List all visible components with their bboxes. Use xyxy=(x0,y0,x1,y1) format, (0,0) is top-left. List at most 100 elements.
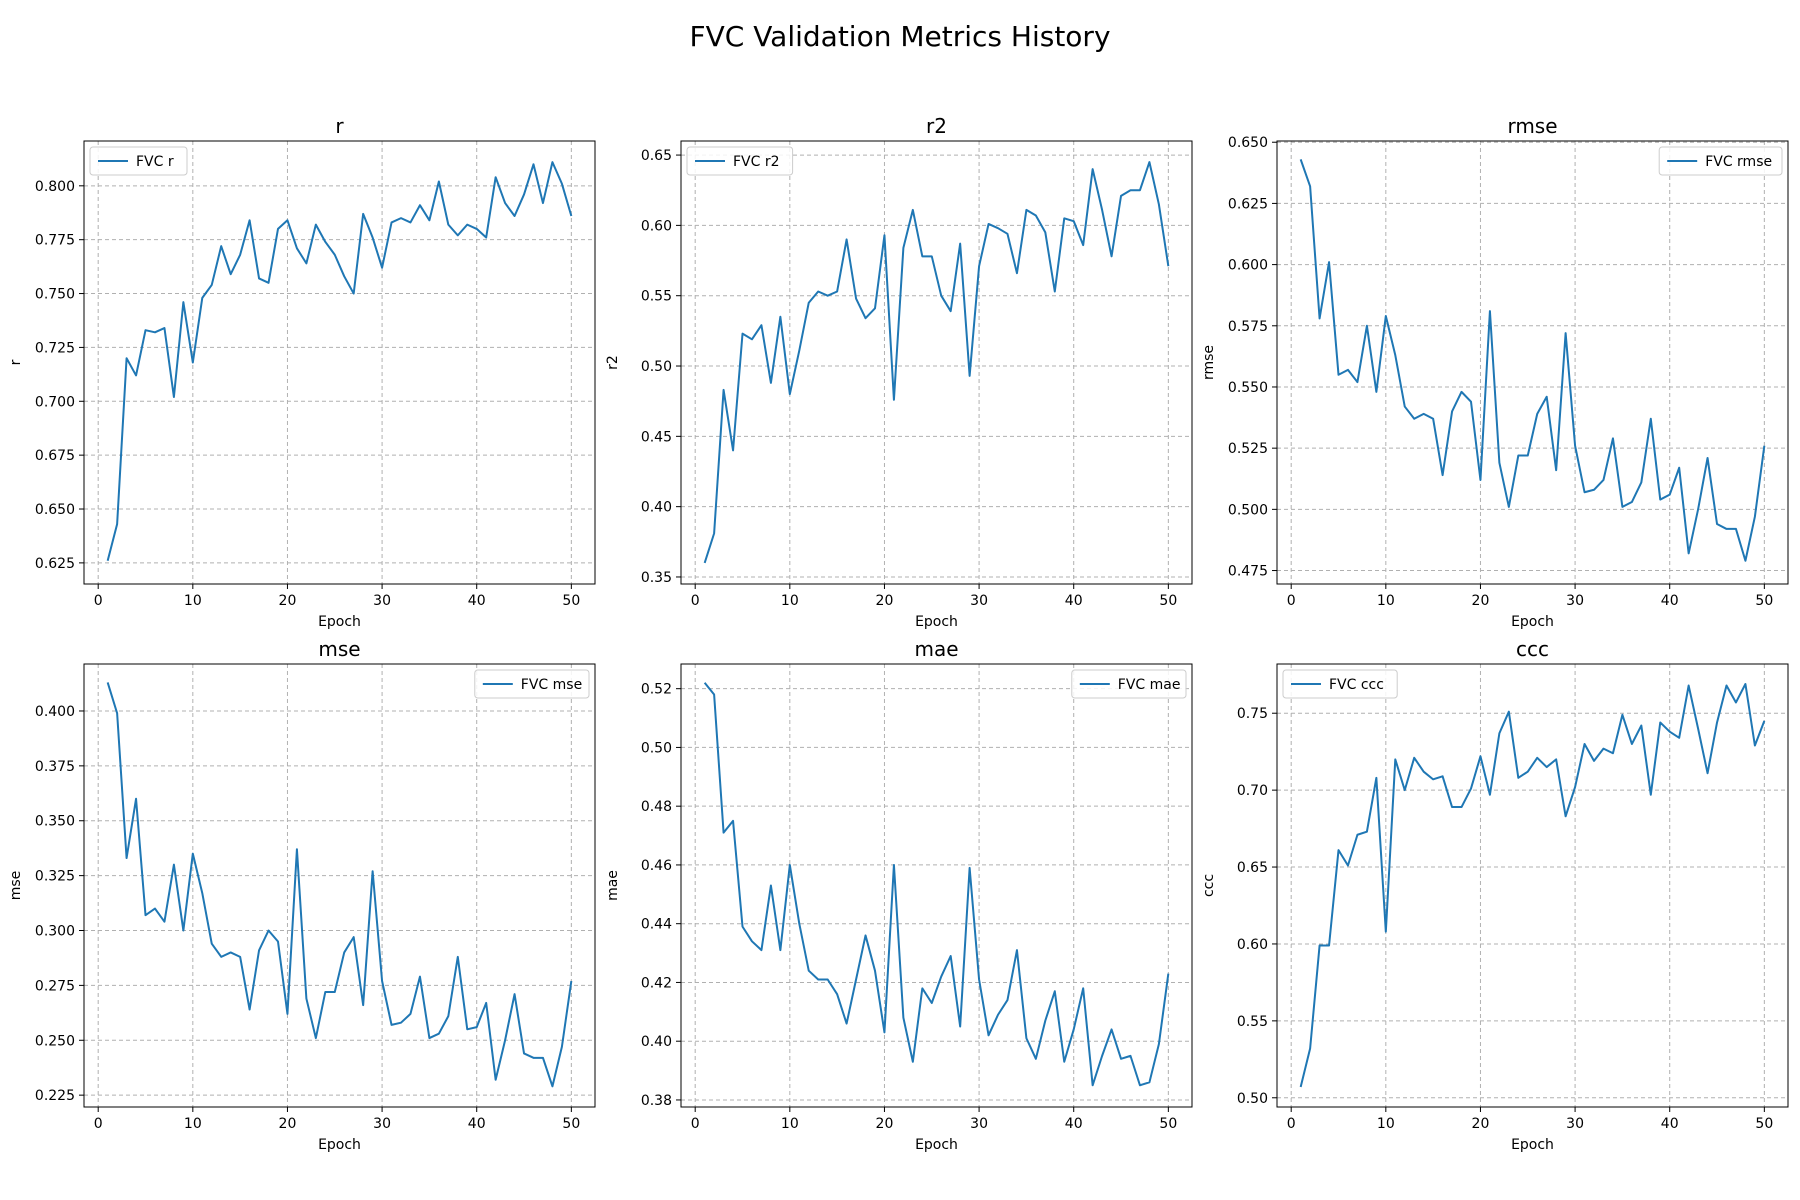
y-tick-label: 0.700 xyxy=(35,394,75,410)
y-tick-label: 0.46 xyxy=(641,858,672,874)
y-tick-label: 0.550 xyxy=(1228,380,1268,396)
x-tick-label: 40 xyxy=(468,593,486,609)
x-tick-label: 50 xyxy=(1755,1116,1773,1132)
x-tick-label: 0 xyxy=(94,1116,103,1132)
subplot-title-r: r xyxy=(335,114,344,138)
y-axis-label: mae xyxy=(605,870,621,901)
x-tick-label: 10 xyxy=(184,593,202,609)
x-tick-label: 20 xyxy=(1472,1116,1490,1132)
x-tick-label: 40 xyxy=(1661,593,1679,609)
legend-r: FVC r xyxy=(89,146,188,176)
legend-box xyxy=(1071,669,1187,699)
legend-box xyxy=(89,146,188,176)
x-axis-label: Epoch xyxy=(915,1137,958,1153)
y-tick-label: 0.42 xyxy=(641,975,672,991)
y-tick-label: 0.600 xyxy=(1228,258,1268,274)
axes-frame-rmse xyxy=(1276,140,1789,585)
y-tick-label: 0.70 xyxy=(1237,783,1268,799)
y-tick-label: 0.675 xyxy=(35,448,75,464)
legend-label: FVC mae xyxy=(1118,677,1181,693)
x-tick-label: 30 xyxy=(1566,1116,1584,1132)
y-tick-label: 0.45 xyxy=(641,429,672,445)
y-tick-label: 0.625 xyxy=(35,556,75,572)
subplot-grid: 0 10 20 30 40 500.6250.6500.6750.7000.7250.75… xyxy=(8,114,1789,1153)
x-tick-label: 10 xyxy=(184,1116,202,1132)
y-tick-label: 0.650 xyxy=(35,502,75,518)
series-line-ccc xyxy=(1299,683,1766,1088)
x-tick-label: 10 xyxy=(781,1116,799,1132)
y-tick-label: 0.725 xyxy=(35,340,75,356)
subplot-mse: 0 10 20 30 40 50 0.225 0.250 0.275 0.300 0.325 0.35… xyxy=(8,637,596,1153)
x-axis-label: Epoch xyxy=(318,614,361,630)
x-tick-label: 30 xyxy=(373,1116,391,1132)
legend-label: FVC r xyxy=(136,154,174,170)
axes-frame-r xyxy=(83,140,596,585)
y-tick-label: 0.250 xyxy=(35,1033,75,1049)
subplot-title-r2: r2 xyxy=(926,114,947,138)
y-tick-label: 0.275 xyxy=(35,978,75,994)
y-tick-label: 0.65 xyxy=(641,148,672,164)
y-tick-label: 0.40 xyxy=(641,500,672,516)
x-axis-label: Epoch xyxy=(1511,1137,1554,1153)
x-axis-label: Epoch xyxy=(1511,614,1554,630)
y-tick-label: 0.50 xyxy=(641,359,672,375)
legend-box xyxy=(1282,669,1398,699)
y-tick-label: 0.325 xyxy=(35,869,75,885)
y-tick-label: 0.800 xyxy=(35,179,75,195)
y-tick-label: 0.40 xyxy=(641,1034,672,1050)
x-tick-label: 0 xyxy=(94,593,103,609)
y-tick-label: 0.475 xyxy=(1228,564,1268,580)
y-axis-label: ccc xyxy=(1201,874,1217,897)
y-tick-label: 0.38 xyxy=(641,1093,672,1109)
axes-frame-r2 xyxy=(680,140,1193,585)
x-axis-label: Epoch xyxy=(915,614,958,630)
x-tick-label: 40 xyxy=(1065,593,1083,609)
x-tick-label: 50 xyxy=(1755,593,1773,609)
grid-r xyxy=(84,141,595,584)
y-tick-label: 0.75 xyxy=(1237,706,1268,722)
series-line-rmse xyxy=(1299,159,1766,562)
grid-rmse xyxy=(1277,141,1788,584)
x-tick-label: 0 xyxy=(1287,1116,1296,1132)
legend-label: FVC ccc xyxy=(1329,677,1384,693)
x-tick-label: 20 xyxy=(1472,593,1490,609)
x-tick-label: 10 xyxy=(1377,1116,1395,1132)
x-tick-label: 10 xyxy=(1377,593,1395,609)
subplot-r: 0 10 20 30 40 50 0.625 0.650 0.675 0.700 0.725 0.75… xyxy=(8,114,596,630)
y-tick-label: 0.52 xyxy=(641,682,672,698)
legend-box xyxy=(686,146,794,176)
axes-frame-mae xyxy=(680,663,1193,1108)
x-tick-label: 30 xyxy=(970,1116,988,1132)
y-tick-label: 0.44 xyxy=(641,917,672,933)
legend-label: FVC r2 xyxy=(733,154,780,170)
y-tick-label: 0.350 xyxy=(35,814,75,830)
y-axis-label: r2 xyxy=(605,355,621,370)
y-tick-label: 0.375 xyxy=(35,759,75,775)
x-tick-label: 30 xyxy=(970,593,988,609)
grid-mae xyxy=(681,664,1192,1107)
legend-label: FVC mse xyxy=(521,677,582,693)
figure-title: FVC Validation Metrics History xyxy=(689,20,1110,53)
y-tick-label: 0.55 xyxy=(641,289,672,305)
series-line-mse xyxy=(106,682,573,1088)
y-tick-label: 0.575 xyxy=(1228,319,1268,335)
x-tick-label: 50 xyxy=(1159,593,1177,609)
subplot-title-rmse: rmse xyxy=(1507,114,1557,138)
legend-label: FVC rmse xyxy=(1705,154,1772,170)
subplot-r2: 0 10 20 30 40 50 0.35 0.40 0.45 0.50 0.55 0.60 0.65 r… xyxy=(605,114,1193,630)
y-tick-label: 0.775 xyxy=(35,233,75,249)
x-axis-label: Epoch xyxy=(318,1137,361,1153)
x-tick-label: 20 xyxy=(876,1116,894,1132)
x-tick-label: 50 xyxy=(562,593,580,609)
subplot-title-mae: mae xyxy=(914,637,958,661)
y-tick-label: 0.500 xyxy=(1228,502,1268,518)
y-tick-label: 0.65 xyxy=(1237,860,1268,876)
y-tick-label: 0.50 xyxy=(1237,1091,1268,1107)
subplot-rmse: 0 10 20 30 40 50 0.475 0.500 0.525 0.550 0.575 0.60… xyxy=(1201,114,1789,630)
x-tick-label: 50 xyxy=(562,1116,580,1132)
axes-frame-ccc xyxy=(1276,663,1789,1108)
grid-ccc xyxy=(1277,664,1788,1107)
x-tick-label: 30 xyxy=(1566,593,1584,609)
x-tick-label: 30 xyxy=(373,593,391,609)
